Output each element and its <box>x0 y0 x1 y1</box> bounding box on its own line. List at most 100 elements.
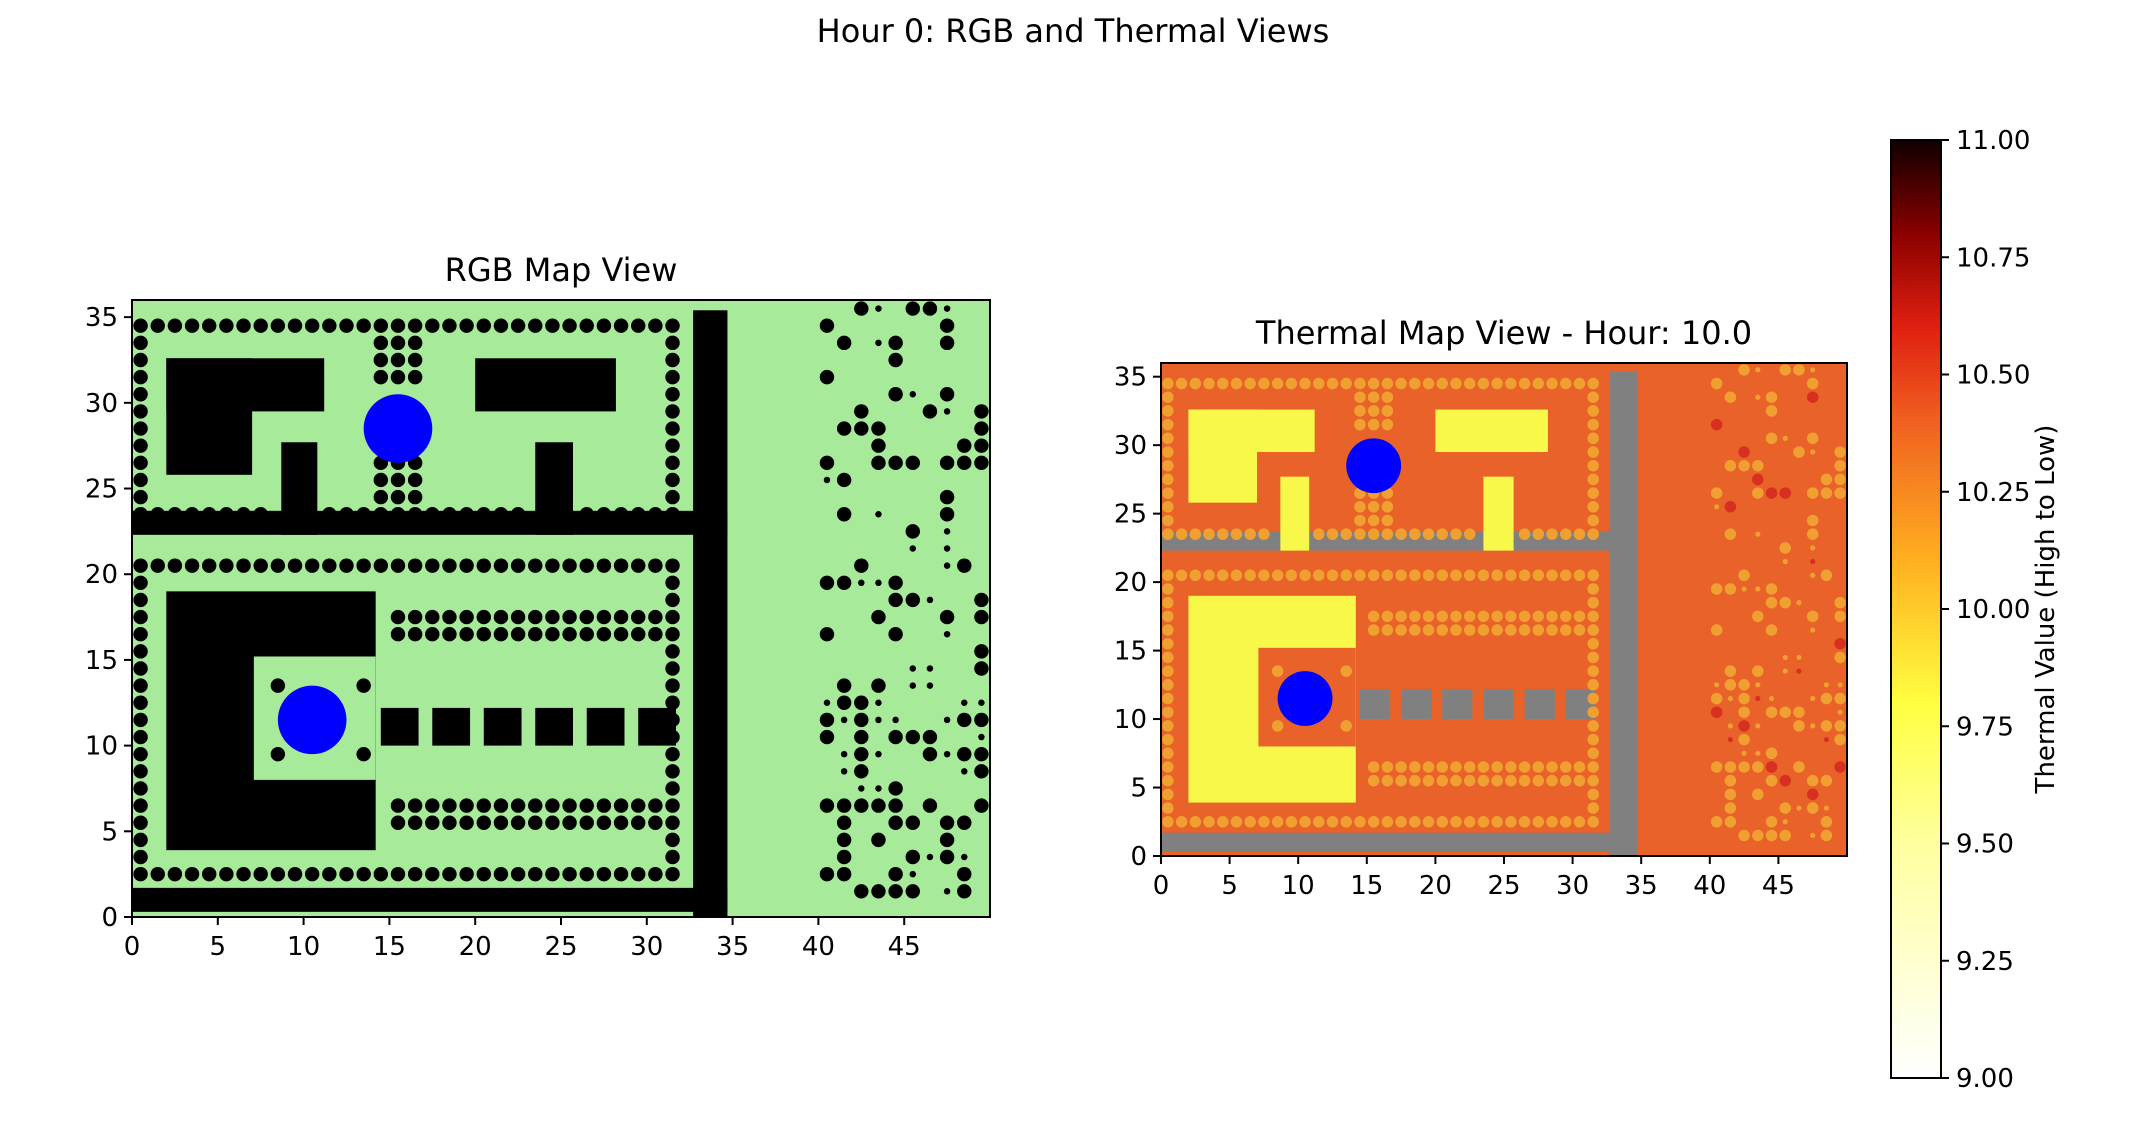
vegetation-dot <box>1573 569 1586 582</box>
vegetation-dot <box>836 335 852 351</box>
vegetation-dot <box>922 729 938 745</box>
vegetation-dot <box>1710 816 1723 828</box>
vegetation-dot <box>875 339 882 347</box>
road <box>1161 832 1638 852</box>
vegetation-dot <box>1532 377 1545 390</box>
vegetation-dot <box>133 746 148 762</box>
thermal-map-panel: Thermal Map View - Hour: 10.0 0 5 10 15 20 25… <box>1114 314 1848 901</box>
vegetation-dot <box>1367 761 1380 773</box>
vegetation-dot <box>1409 816 1421 828</box>
vegetation-dot <box>665 781 680 796</box>
vegetation-dot <box>1409 624 1421 636</box>
vegetation-dot <box>665 575 680 590</box>
vegetation-dot <box>1518 816 1531 828</box>
vegetation-dot <box>150 558 165 573</box>
vegetation-dot <box>1765 774 1778 787</box>
vegetation-dot <box>1779 774 1792 787</box>
vegetation-dot <box>167 318 183 333</box>
vegetation-dot <box>1765 706 1778 718</box>
vegetation-dot <box>1724 459 1737 472</box>
vegetation-dot <box>648 866 663 882</box>
vegetation-dot <box>510 627 526 642</box>
building <box>1401 688 1432 720</box>
vegetation-dot <box>1422 569 1435 582</box>
vegetation-dot <box>356 507 371 522</box>
vegetation-dot <box>442 627 457 642</box>
vegetation-dot <box>1752 459 1764 472</box>
vegetation-dot <box>1765 596 1778 609</box>
vegetation-dot <box>1587 377 1599 390</box>
vegetation-dot <box>1559 624 1572 636</box>
vegetation-dot <box>1175 816 1188 828</box>
vegetation-dot <box>840 768 848 775</box>
vegetation-dot <box>1189 569 1202 582</box>
x-tick-label: 45 <box>1762 871 1795 901</box>
vegetation-dot <box>1710 624 1723 636</box>
vegetation-dot <box>1367 569 1380 582</box>
vegetation-dot <box>133 438 148 453</box>
vegetation-dot <box>407 558 423 573</box>
y-tick-label: 35 <box>85 303 118 333</box>
y-tick-label: 5 <box>1130 774 1147 804</box>
vegetation-dot <box>202 558 217 573</box>
vegetation-dot <box>1450 610 1462 623</box>
vegetation-dot <box>819 627 835 642</box>
vegetation-dot <box>1782 435 1788 441</box>
vegetation-dot <box>476 318 491 333</box>
vegetation-dot <box>287 558 303 573</box>
x-tick-label: 5 <box>1221 871 1238 901</box>
vegetation-dot <box>1203 377 1215 390</box>
vegetation-dot <box>1834 651 1846 664</box>
vegetation-dot <box>905 524 920 539</box>
vegetation-dot <box>974 592 989 608</box>
target-marker <box>277 685 347 755</box>
vegetation-dot <box>1518 774 1531 787</box>
y-tick-label: 15 <box>85 646 118 676</box>
vegetation-dot <box>1546 774 1558 787</box>
x-tick-label: 30 <box>1556 871 1589 901</box>
vegetation-dot <box>476 627 491 642</box>
x-tick-label: 25 <box>544 932 577 962</box>
vegetation-dot <box>562 558 577 573</box>
vegetation-dot <box>1162 665 1174 677</box>
vegetation-dot <box>1810 558 1816 565</box>
vegetation-dot <box>1216 377 1229 390</box>
x-tick-label: 15 <box>1350 871 1383 901</box>
vegetation-dot <box>1505 816 1517 828</box>
vegetation-dot <box>253 866 268 882</box>
vegetation-dot <box>1354 528 1366 540</box>
vegetation-dot <box>1216 816 1229 828</box>
vegetation-dot <box>875 510 882 518</box>
vegetation-dot <box>648 798 663 813</box>
vegetation-dot <box>1559 816 1572 828</box>
vegetation-dot <box>1765 624 1778 636</box>
vegetation-dot <box>665 404 680 419</box>
vegetation-dot <box>390 798 406 813</box>
vegetation-dot <box>1710 692 1723 705</box>
vegetation-dot <box>875 579 882 587</box>
vegetation-dot <box>425 815 440 830</box>
vegetation-dot <box>562 609 577 625</box>
vegetation-dot <box>528 318 543 333</box>
vegetation-dot <box>1765 583 1778 595</box>
vegetation-dot <box>888 352 903 368</box>
vegetation-dot <box>943 408 951 415</box>
vegetation-dot <box>1779 487 1792 499</box>
vegetation-dot <box>1162 706 1174 718</box>
building <box>535 707 574 746</box>
vegetation-dot <box>339 558 354 573</box>
vegetation-dot <box>648 627 663 642</box>
vegetation-dot <box>854 798 869 813</box>
vegetation-dot <box>858 785 865 792</box>
vegetation-dot <box>167 866 183 882</box>
vegetation-dot <box>1738 692 1750 705</box>
vegetation-dot <box>1162 459 1174 472</box>
vegetation-dot <box>1463 774 1476 787</box>
vegetation-dot <box>1755 695 1761 702</box>
vegetation-dot <box>939 832 955 848</box>
vegetation-dot <box>1175 569 1188 582</box>
vegetation-dot <box>1587 596 1599 609</box>
vegetation-dot <box>631 507 646 522</box>
vegetation-dot <box>373 352 389 368</box>
vegetation-dot <box>1436 761 1449 773</box>
